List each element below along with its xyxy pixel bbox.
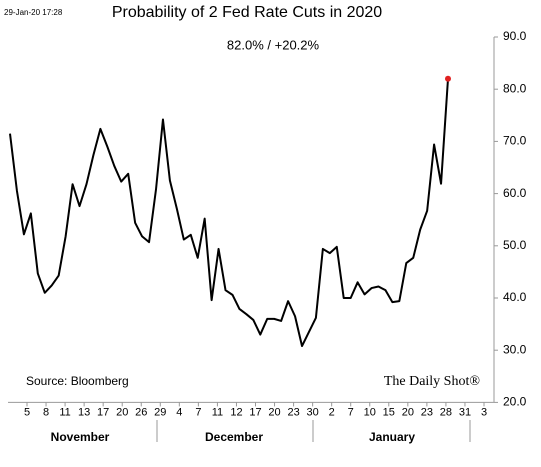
x-tick-label: 17 — [249, 406, 261, 418]
brand: The Daily Shot® — [384, 374, 481, 389]
x-tick-label: 7 — [348, 406, 354, 418]
timestamp: 29-Jan-20 17:28 — [4, 8, 63, 17]
x-tick-label: 12 — [230, 406, 242, 418]
y-tick-label: 90.0 — [503, 29, 527, 43]
y-tick-label: 70.0 — [503, 134, 527, 148]
y-tick-label: 50.0 — [503, 238, 527, 252]
month-label: January — [369, 430, 415, 444]
chart-subtitle: 82.0% / +20.2% — [227, 37, 320, 52]
x-tick-label: 28 — [440, 406, 452, 418]
line-series — [9, 78, 449, 348]
x-tick-label: 30 — [307, 406, 319, 418]
x-tick-label: 2 — [329, 406, 335, 418]
x-tick-label: 17 — [97, 406, 109, 418]
x-tick-label: 3 — [481, 406, 487, 418]
y-tick-label: 40.0 — [503, 290, 527, 304]
x-tick-label: 31 — [459, 406, 471, 418]
y-tick-label: 60.0 — [503, 186, 527, 200]
y-tick-label: 80.0 — [503, 81, 527, 95]
x-tick-label: 7 — [195, 406, 201, 418]
source: Source: Bloomberg — [26, 374, 129, 388]
x-tick-label: 11 — [212, 406, 223, 418]
x-tick-label: 20 — [116, 406, 128, 418]
x-tick-label: 10 — [364, 406, 376, 418]
x-tick-label: 4 — [176, 406, 182, 418]
x-tick-label: 29 — [154, 406, 166, 418]
month-label: November — [51, 430, 110, 444]
x-tick-label: 26 — [135, 406, 147, 418]
chart-title: Probability of 2 Fed Rate Cuts in 2020 — [112, 4, 382, 21]
x-tick-label: 23 — [421, 406, 433, 418]
month-label: December — [205, 430, 263, 444]
last-point — [445, 75, 451, 82]
x-tick-label: 8 — [43, 406, 49, 418]
x-tick-label: 13 — [78, 406, 90, 418]
y-tick-label: 30.0 — [503, 342, 527, 356]
x-tick-label: 20 — [268, 406, 280, 418]
x-tick-label: 11 — [59, 406, 70, 418]
x-tick-label: 23 — [287, 406, 299, 418]
y-tick-label: 20.0 — [503, 395, 527, 409]
x-tick-label: 20 — [402, 406, 414, 418]
x-tick-label: 5 — [24, 406, 30, 418]
x-tick-label: 15 — [383, 406, 395, 418]
